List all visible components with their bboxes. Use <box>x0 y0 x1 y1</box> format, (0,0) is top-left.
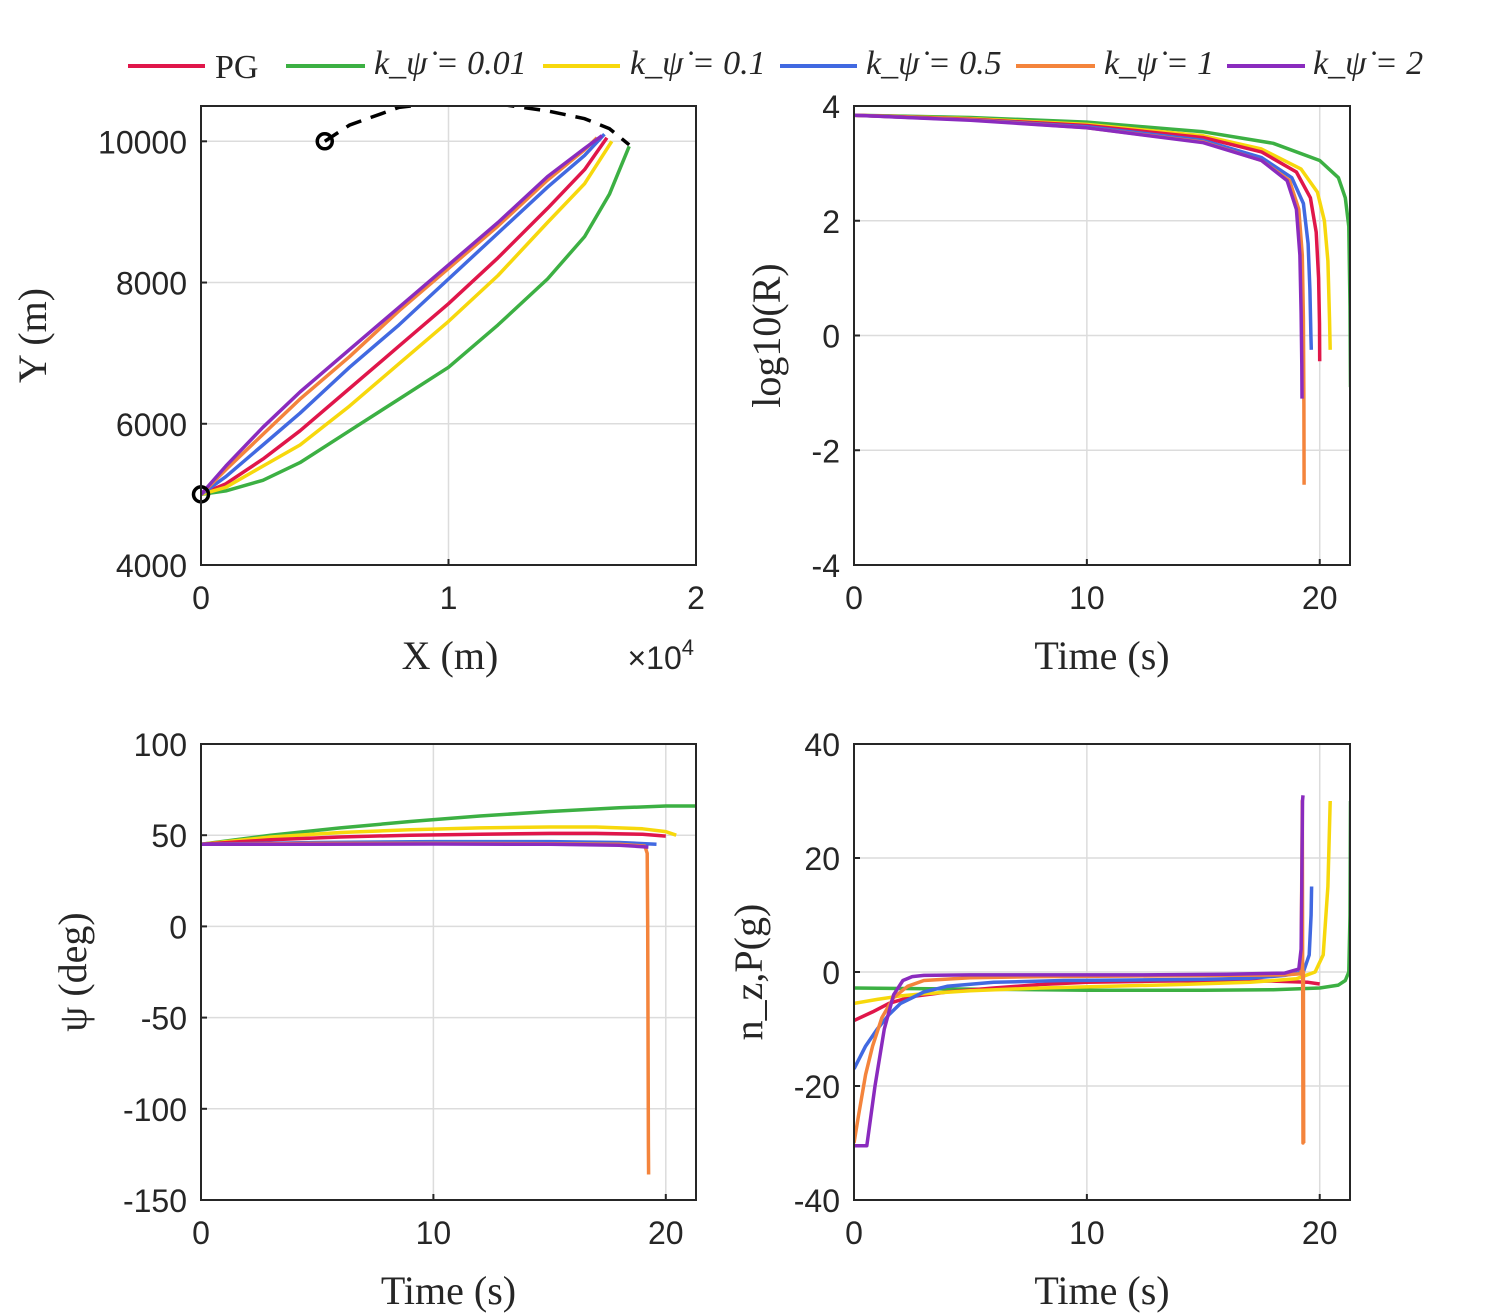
legend-label-pg: PG <box>215 49 258 86</box>
trajectory-ylabel: Y (m) <box>10 288 55 383</box>
heading-y-tick-label-3: 0 <box>169 909 187 945</box>
acceleration-y-tick-label-4: 40 <box>804 727 840 763</box>
heading-y-tick-label-1: -100 <box>123 1092 187 1128</box>
range-y-tick-label-1: -2 <box>812 433 840 469</box>
heading-y-tick-label-2: -50 <box>141 1001 187 1037</box>
acceleration-y-tick-label-3: 20 <box>804 841 840 877</box>
acceleration-x-tick-label-1: 10 <box>1069 1215 1105 1251</box>
heading-ylabel: ψ (deg) <box>50 912 95 1031</box>
trajectory-x-exponent: ×104 <box>627 635 694 676</box>
range-x-tick-label-0: 0 <box>845 580 863 616</box>
legend-entry-k05: k_ψ̇ = 0.5 <box>780 45 1002 82</box>
heading-x-tick-label-1: 10 <box>416 1215 452 1251</box>
legend-entry-k001: k_ψ̇ = 0.01 <box>286 45 527 82</box>
legend-label-k2: k_ψ̇ = 2 <box>1313 45 1423 82</box>
heading-x-tick-label-0: 0 <box>192 1215 210 1251</box>
legend-entry-k01: k_ψ̇ = 0.1 <box>543 45 766 82</box>
heading-y-tick-label-5: 100 <box>134 727 187 763</box>
heading-plot-area <box>201 744 696 1200</box>
range-y-tick-label-0: -4 <box>812 548 840 584</box>
heading-xlabel: Time (s) <box>381 1268 516 1313</box>
range-ylabel: log10(R) <box>744 263 789 407</box>
panel-heading: 0 10 20 -150 -100 -50 0 50 100 Time (s) ψ (deg) <box>50 727 696 1313</box>
trajectory-y-tick-label-3: 10000 <box>98 124 187 160</box>
heading-y-tick-label-4: 50 <box>151 818 187 854</box>
panel-acceleration: 0 10 20 -40 -20 0 20 40 Time (s) n_z,P(g) <box>726 727 1351 1313</box>
acceleration-xlabel: Time (s) <box>1034 1268 1169 1313</box>
figure-canvas: PG k_ψ̇ = 0.01 k_ψ̇ = 0.1 k_ψ̇ = 0.5 k_ψ… <box>0 0 1500 1316</box>
range-y-tick-label-2: 0 <box>822 319 840 355</box>
range-y-tick-label-3: 2 <box>822 204 840 240</box>
legend-label-k1: k_ψ̇ = 1 <box>1104 45 1214 82</box>
trajectory-y-tick-label-2: 8000 <box>116 266 187 302</box>
panel-range: 0 10 20 -4 -2 0 2 4 Time (s) log10(R) <box>744 89 1351 678</box>
acceleration-x-tick-label-2: 20 <box>1302 1215 1338 1251</box>
acceleration-y-tick-label-1: -20 <box>794 1069 840 1105</box>
panel-trajectory: 0 1 2 4000 6000 8000 10000 ×104 X (m) Y (m) <box>10 102 705 678</box>
heading-y-tick-label-0: -150 <box>123 1183 187 1219</box>
legend-entry-k2: k_ψ̇ = 2 <box>1227 45 1423 82</box>
range-y-tick-label-4: 4 <box>822 89 840 125</box>
heading-x-tick-label-2: 20 <box>648 1215 684 1251</box>
range-xlabel: Time (s) <box>1034 633 1169 678</box>
legend-entry-k1: k_ψ̇ = 1 <box>1016 45 1214 82</box>
trajectory-x-exponent-base: ×10 <box>627 640 681 676</box>
range-x-tick-label-2: 20 <box>1302 580 1338 616</box>
acceleration-ylabel: n_z,P(g) <box>726 904 771 1041</box>
legend-entry-pg: PG <box>128 49 258 86</box>
trajectory-x-tick-label-0: 0 <box>192 580 210 616</box>
acceleration-y-tick-label-2: 0 <box>822 955 840 991</box>
trajectory-y-tick-label-0: 4000 <box>116 548 187 584</box>
legend-label-k001: k_ψ̇ = 0.01 <box>374 45 527 82</box>
legend: PG k_ψ̇ = 0.01 k_ψ̇ = 0.1 k_ψ̇ = 0.5 k_ψ… <box>128 45 1423 86</box>
trajectory-x-tick-label-1: 1 <box>440 580 458 616</box>
trajectory-x-tick-label-2: 2 <box>687 580 705 616</box>
range-x-tick-label-1: 10 <box>1069 580 1105 616</box>
acceleration-x-tick-label-0: 0 <box>845 1215 863 1251</box>
legend-label-k01: k_ψ̇ = 0.1 <box>630 45 766 82</box>
legend-label-k05: k_ψ̇ = 0.5 <box>866 45 1002 82</box>
trajectory-y-tick-label-1: 6000 <box>116 407 187 443</box>
trajectory-xlabel: X (m) <box>402 633 499 678</box>
acceleration-y-tick-label-0: -40 <box>794 1183 840 1219</box>
trajectory-x-exponent-power: 4 <box>682 635 694 660</box>
